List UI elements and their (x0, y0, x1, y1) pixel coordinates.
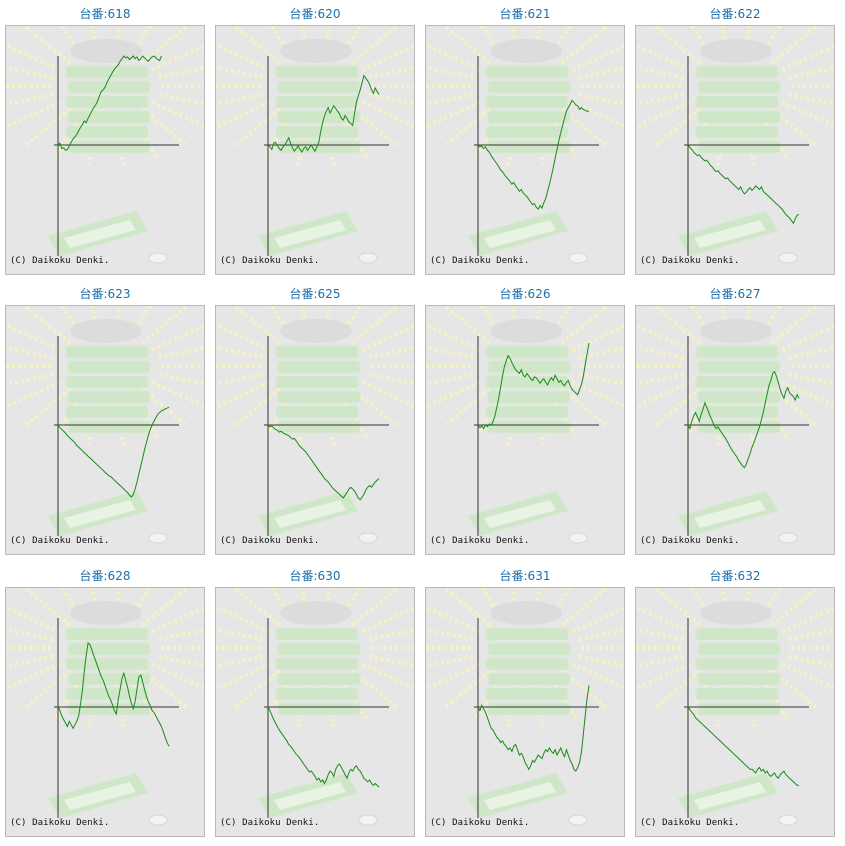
chart-frame: (C) Daikoku Denki. (425, 587, 625, 837)
chart-svg (636, 26, 834, 264)
chart-panel: 台番:620 (C) Daikoku Denki. (210, 0, 420, 280)
copyright-label: (C) Daikoku Denki. (430, 536, 530, 546)
chart-svg (216, 588, 414, 826)
chart-svg (636, 306, 834, 544)
chart-title[interactable]: 台番:623 (79, 287, 131, 301)
series-line (267, 706, 380, 788)
chart-panel: 台番:622 (C) Daikoku Denki. (630, 0, 840, 280)
background-watermark (6, 588, 204, 826)
chart-panel: 台番:628 (C) Daikoku Denki. (0, 562, 210, 842)
copyright-label: (C) Daikoku Denki. (220, 256, 320, 266)
chart-frame: (C) Daikoku Denki. (635, 305, 835, 555)
series-line (687, 370, 800, 469)
chart-svg (6, 26, 204, 264)
series-line (57, 641, 170, 747)
chart-title[interactable]: 台番:631 (499, 569, 551, 583)
chart-panel: 台番:630 (C) Daikoku Denki. (210, 562, 420, 842)
chart-frame: (C) Daikoku Denki. (5, 305, 205, 555)
series-line (57, 55, 162, 151)
chart-title[interactable]: 台番:620 (289, 7, 341, 21)
chart-title[interactable]: 台番:626 (499, 287, 551, 301)
chart-title[interactable]: 台番:627 (709, 287, 761, 301)
chart-panel: 台番:623 (C) Daikoku Denki. (0, 280, 210, 560)
chart-svg (6, 306, 204, 544)
copyright-label: (C) Daikoku Denki. (220, 536, 320, 546)
copyright-label: (C) Daikoku Denki. (10, 818, 110, 828)
chart-frame: (C) Daikoku Denki. (215, 305, 415, 555)
copyright-label: (C) Daikoku Denki. (220, 818, 320, 828)
series-line (57, 406, 170, 498)
chart-frame: (C) Daikoku Denki. (635, 587, 835, 837)
series-line (477, 685, 590, 772)
chart-frame: (C) Daikoku Denki. (425, 305, 625, 555)
chart-title[interactable]: 台番:625 (289, 287, 341, 301)
chart-svg (216, 26, 414, 264)
chart-frame: (C) Daikoku Denki. (215, 587, 415, 837)
chart-panel: 台番:618 (C) Daikoku Denki. (0, 0, 210, 280)
background-watermark (6, 26, 204, 264)
chart-svg (426, 588, 624, 826)
chart-title[interactable]: 台番:630 (289, 569, 341, 583)
chart-panel: 台番:631 (C) Daikoku Denki. (420, 562, 630, 842)
series-line (267, 74, 380, 154)
copyright-label: (C) Daikoku Denki. (640, 256, 740, 266)
chart-frame: (C) Daikoku Denki. (425, 25, 625, 275)
series-line (477, 343, 590, 430)
background-watermark (426, 306, 624, 544)
series-line (477, 99, 589, 210)
chart-title[interactable]: 台番:621 (499, 7, 551, 21)
chart-panel: 台番:632 (C) Daikoku Denki. (630, 562, 840, 842)
chart-panel: 台番:621 (C) Daikoku Denki. (420, 0, 630, 280)
chart-svg (216, 306, 414, 544)
chart-title[interactable]: 台番:628 (79, 569, 131, 583)
chart-panel: 台番:627 (C) Daikoku Denki. (630, 280, 840, 560)
background-watermark (426, 588, 624, 826)
chart-svg (426, 26, 624, 264)
copyright-label: (C) Daikoku Denki. (430, 818, 530, 828)
chart-svg (636, 588, 834, 826)
background-watermark (216, 26, 414, 264)
background-watermark (6, 306, 204, 544)
chart-frame: (C) Daikoku Denki. (5, 25, 205, 275)
chart-svg (6, 588, 204, 826)
background-watermark (216, 306, 414, 544)
copyright-label: (C) Daikoku Denki. (430, 256, 530, 266)
background-watermark (636, 588, 834, 826)
series-line (687, 706, 799, 786)
chart-title[interactable]: 台番:632 (709, 569, 761, 583)
chart-svg (426, 306, 624, 544)
background-watermark (216, 588, 414, 826)
copyright-label: (C) Daikoku Denki. (640, 536, 740, 546)
copyright-label: (C) Daikoku Denki. (640, 818, 740, 828)
chart-title[interactable]: 台番:622 (709, 7, 761, 21)
chart-panel: 台番:625 (C) Daikoku Denki. (210, 280, 420, 560)
chart-title[interactable]: 台番:618 (79, 7, 131, 21)
series-line (267, 424, 380, 501)
copyright-label: (C) Daikoku Denki. (10, 256, 110, 266)
chart-panel: 台番:626 (C) Daikoku Denki. (420, 280, 630, 560)
chart-frame: (C) Daikoku Denki. (635, 25, 835, 275)
background-watermark (636, 26, 834, 264)
copyright-label: (C) Daikoku Denki. (10, 536, 110, 546)
chart-frame: (C) Daikoku Denki. (5, 587, 205, 837)
series-line (687, 144, 800, 225)
chart-frame: (C) Daikoku Denki. (215, 25, 415, 275)
background-watermark (636, 306, 834, 544)
background-watermark (426, 26, 624, 264)
